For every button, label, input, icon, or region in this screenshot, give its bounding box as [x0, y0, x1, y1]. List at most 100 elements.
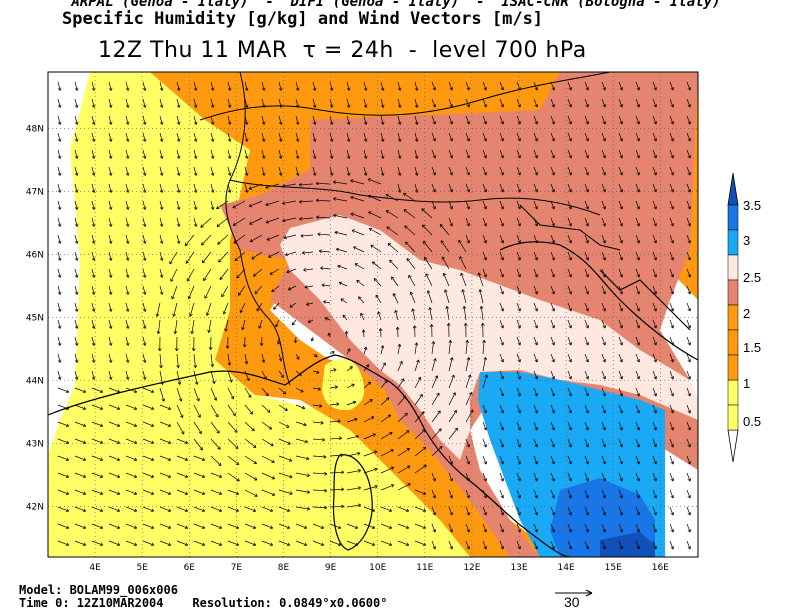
wind-vector [635, 200, 640, 210]
wind-vector-head [239, 309, 244, 313]
wind-vector-head [670, 444, 675, 448]
wind-vector [584, 98, 589, 108]
wind-vector [201, 234, 212, 246]
wind-vector-head [619, 393, 624, 397]
wind-vector [295, 353, 300, 360]
wind-vector [601, 506, 606, 516]
wind-vector-head [403, 192, 407, 197]
wind-vector [227, 523, 239, 529]
wind-vector-head [449, 495, 454, 499]
wind-vector-head [227, 121, 232, 125]
wind-vector-head [341, 487, 345, 492]
wind-vector-head [636, 444, 641, 448]
wind-vector-head [82, 406, 87, 411]
wind-vector [312, 353, 318, 358]
wind-vector [499, 353, 504, 363]
wind-vector [300, 234, 314, 237]
wind-vector [516, 251, 521, 261]
wind-vector [397, 430, 410, 440]
wind-vector-head [451, 374, 455, 379]
wind-vector [312, 166, 316, 176]
wind-vector-head [436, 392, 440, 397]
wind-vector [386, 226, 399, 236]
wind-vector [584, 455, 589, 465]
wind-vector [462, 289, 467, 304]
wind-vector-head [424, 257, 428, 261]
wind-vector [686, 81, 691, 91]
wind-vector [465, 340, 468, 355]
wind-vector [397, 183, 401, 193]
wind-vector-head [380, 104, 385, 108]
wind-vector [431, 358, 436, 372]
wind-vector [108, 166, 112, 176]
wind-vector-head [441, 256, 445, 260]
wind-vector-head [157, 348, 162, 352]
wind-vector-head [344, 331, 349, 335]
wind-vector [108, 251, 112, 261]
wind-vector-head [653, 206, 658, 210]
wind-vector-head [288, 458, 293, 462]
wind-vector-head [568, 308, 573, 312]
wind-vector [57, 217, 61, 227]
wind-vector [278, 506, 290, 512]
wind-vector-head [483, 546, 488, 550]
wind-vector [74, 404, 86, 410]
wind-vector-head [602, 478, 607, 482]
wind-vector-head [368, 227, 373, 232]
wind-vector [159, 455, 171, 461]
wind-vector-head [269, 271, 274, 275]
wind-vector-head [483, 155, 488, 159]
wind-vector [363, 364, 370, 372]
wind-vector [635, 404, 640, 414]
wind-vector [482, 115, 487, 125]
wind-vector-head [636, 478, 641, 482]
wind-vector-head [184, 491, 189, 496]
wind-vector-head [310, 338, 315, 342]
wind-vector-head [186, 278, 191, 282]
wind-vector-head [687, 376, 692, 380]
wind-vector [635, 251, 640, 261]
wind-vector [652, 421, 657, 431]
wind-vector [57, 115, 61, 125]
wind-vector [176, 472, 188, 478]
wind-vector [244, 387, 252, 398]
wind-vector [635, 268, 640, 278]
wind-vector-head [306, 302, 310, 306]
wind-vector-head [176, 172, 181, 176]
wind-vector [57, 81, 61, 91]
wind-vector-head [670, 342, 675, 346]
wind-vector-head [585, 495, 590, 499]
wind-vector [216, 200, 229, 210]
wind-vector [278, 132, 282, 142]
wind-vector [159, 370, 163, 385]
wind-vector-head [363, 87, 368, 91]
wind-vector-head [244, 121, 249, 125]
wind-vector [499, 506, 504, 516]
wind-vector [278, 472, 293, 478]
wind-vector [227, 472, 240, 482]
wind-vector-head [350, 212, 354, 217]
wind-vector-head [653, 155, 658, 159]
wind-vector [261, 370, 267, 380]
wind-vector-head [619, 342, 624, 346]
wind-vector-head [74, 121, 79, 125]
wind-vector [652, 540, 657, 550]
wind-vector-head [320, 266, 324, 271]
wind-vector [312, 98, 316, 108]
wind-vector [618, 540, 623, 550]
wind-vector [465, 166, 470, 176]
wind-vector [108, 438, 120, 444]
wind-vector-head [653, 274, 658, 278]
wind-vector [567, 523, 572, 533]
wind-vector [254, 285, 263, 294]
wind-vector [142, 166, 146, 176]
wind-vector-head [397, 121, 402, 125]
wind-vector [91, 421, 103, 427]
wind-vector-head [108, 325, 113, 329]
wind-vector-head [284, 407, 288, 411]
wind-vector [278, 336, 280, 345]
wind-vector [125, 404, 137, 410]
wind-vector [176, 523, 188, 529]
wind-vector [669, 353, 674, 363]
wind-vector [425, 273, 433, 287]
